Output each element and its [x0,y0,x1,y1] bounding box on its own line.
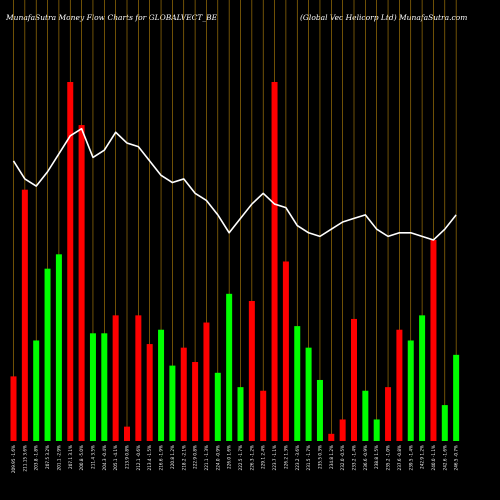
x-tick-label-26: 223.2 -3.6% [295,445,300,470]
x-tick-label-18: 221.1 -1.3% [204,445,209,470]
bar-21 [237,387,244,441]
x-tick-label-6: 207.1 3.1% [68,445,73,469]
x-tick-label-29: 234.8 1.2% [329,445,334,469]
x-tick-label-31: 233.2 -1.4% [352,445,357,470]
bar-29 [328,433,335,441]
bar-16 [180,347,187,441]
x-tick-label-39: 242.6 -1.6% [442,445,447,470]
x-tick-label-27: 231.5 -1.7% [306,445,311,470]
chart-title-right: (Global Vec Helicorp Ltd) MunafaSutra.co… [300,13,467,22]
bar-1 [10,376,17,441]
x-tick-label-36: 239.5 -1.4% [408,445,413,470]
x-tick-label-11: 213.9 0.8% [125,445,130,469]
bar-3 [33,340,40,441]
bar-14 [158,329,165,441]
x-tick-label-14: 216.6 -1.9% [159,445,164,470]
x-tick-label-22: 226.3 -1.2% [249,445,254,470]
x-tick-label-4: 207.5 3.2% [45,445,50,469]
x-tick-labels: 209.95 -1.6% 211.15 3.6% 203.8 -1.8% 207.5 … [11,445,459,473]
x-tick-label-19: 224.0 -0.9% [215,445,220,470]
bar-8 [89,333,96,441]
x-tick-label-20: 226.0 1.6% [227,445,232,469]
bar-35 [396,329,403,441]
bar-28 [316,379,323,441]
bar-25 [282,261,289,441]
x-tick-label-24: 223.7 -1.1% [272,445,277,470]
x-tick-label-37: 242.9 1.2% [420,445,425,469]
bar-11 [124,426,130,441]
bar-23 [260,390,267,441]
bars-group [10,82,460,441]
x-tick-label-9: 204.3 -0.4% [102,445,107,470]
bar-32 [362,390,369,441]
x-tick-label-12: 212.1 -0.6% [136,445,141,470]
x-tick-label-34: 235.2 -1.0% [386,445,391,470]
bar-15 [169,365,176,441]
bar-2 [21,189,28,441]
x-tick-label-28: 235.5 0.3% [317,445,322,469]
bar-5 [55,254,62,441]
x-tick-label-32: 236.6 -0.9% [363,445,368,470]
x-tick-label-16: 218.2 -2.1% [181,445,186,470]
x-tick-label-7: 200.8 -5.0% [79,445,84,470]
x-tick-label-13: 213.4 -1.5% [147,445,152,470]
x-tick-label-3: 203.8 -1.8% [34,445,39,470]
bar-30 [339,419,346,441]
bar-10 [112,315,119,441]
x-tick-label-33: 238.8 1.5% [374,445,379,469]
bar-4 [44,268,51,441]
x-tick-label-10: 205.1 -4.1% [113,445,118,470]
x-tick-label-17: 222.9 0.8% [193,445,198,469]
x-tick-label-21: 222.5 -1.7% [238,445,243,470]
x-tick-label-5: 201.1 -2.9% [56,445,61,470]
x-tick-label-35: 237.6 -0.8% [397,445,402,470]
bar-24 [271,82,278,441]
x-tick-label-15: 220.8 1.2% [170,445,175,469]
bar-20 [226,293,233,441]
bar-18 [203,322,210,441]
bar-36 [407,340,414,441]
bar-27 [305,347,312,441]
chart-title-left: MunafaSutra Money Flow Charts for GLOBAL… [5,13,218,22]
x-tick-label-1: 209.95 -1.6% [11,445,16,473]
x-tick-label-38: 240.0 -1.1% [431,445,436,470]
bar-31 [351,318,357,441]
x-tick-label-23: 229.1 2.4% [261,445,266,469]
bar-17 [192,362,199,441]
x-tick-label-25: 226.2 1.3% [283,445,288,469]
x-tick-label-40: 246.5 -0.7% [454,445,459,470]
bar-6 [67,82,74,441]
price-line-group [12,127,457,241]
bar-38 [430,239,437,441]
x-tick-label-2: 211.15 3.6% [22,445,27,472]
bar-13 [146,344,153,441]
bar-33 [373,419,380,441]
bar-19 [214,372,221,441]
bar-40 [453,354,460,441]
bar-34 [385,387,392,441]
bar-22 [248,300,255,441]
bar-7 [78,125,85,441]
price-line [12,127,457,241]
bar-39 [441,405,448,441]
x-tick-label-8: 211.4 3.5% [90,445,95,469]
bar-9 [101,333,108,441]
bar-37 [419,315,426,441]
bar-26 [294,326,301,441]
x-tick-label-30: 232.0 -0.5% [340,445,345,470]
bar-12 [135,315,142,441]
